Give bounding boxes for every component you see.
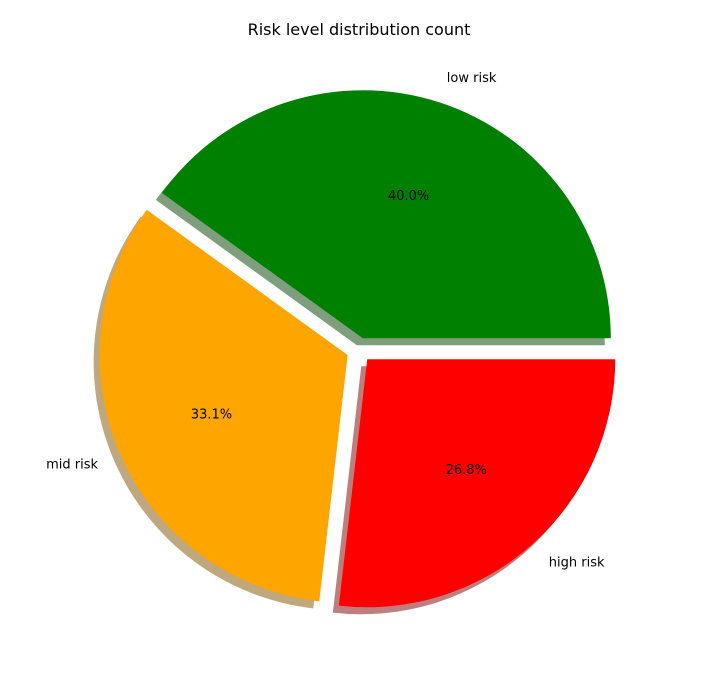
percent-label-high-risk: 26.8% — [446, 463, 487, 478]
slice-high-risk — [338, 359, 616, 608]
slice-mid-risk — [99, 209, 348, 602]
percent-label-mid-risk: 33.1% — [191, 408, 232, 423]
category-label-mid-risk: mid risk — [46, 458, 98, 473]
category-label-high-risk: high risk — [549, 555, 605, 570]
pie-slices — [99, 90, 616, 608]
slice-low-risk — [161, 90, 611, 339]
percent-label-low-risk: 40.0% — [388, 189, 429, 204]
slice-labels: low risk 40.0% mid risk 33.1% high risk 26.8% — [46, 71, 605, 570]
chart-title: Risk level distribution count — [248, 20, 471, 39]
category-label-low-risk: low risk — [447, 71, 497, 86]
